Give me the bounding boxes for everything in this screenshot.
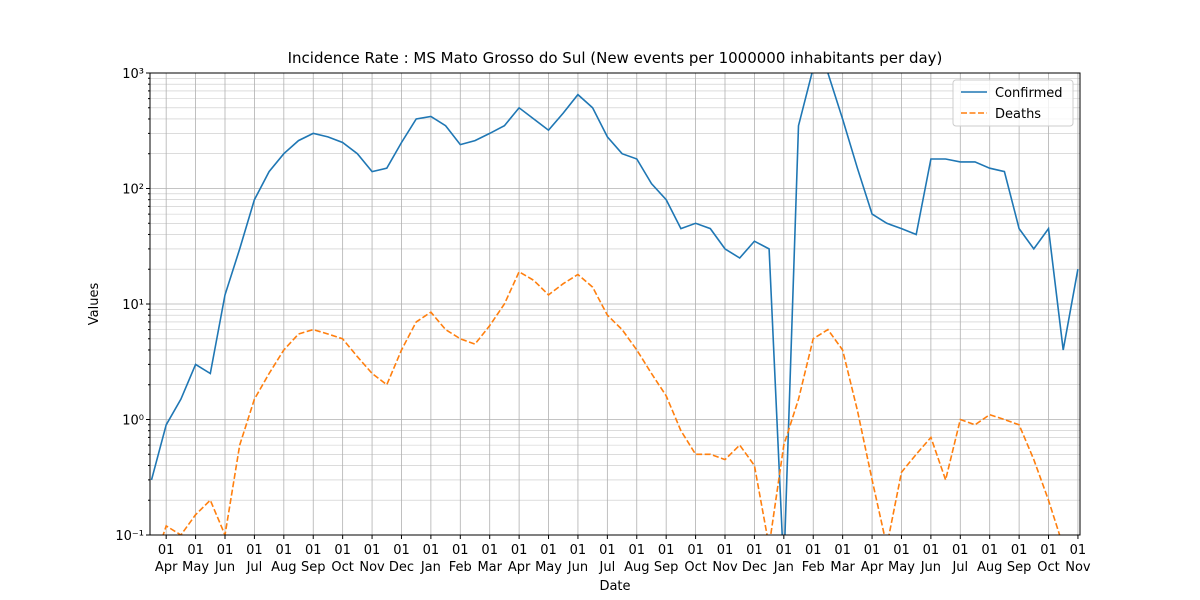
x-tick-label: 01 Apr: [508, 543, 531, 575]
x-tick-label: 01 Jun: [214, 543, 235, 575]
x-tick-label: 01 Mar: [830, 543, 855, 575]
x-tick-label: 01 Oct: [1037, 543, 1059, 575]
x-tick-label: 01 Aug: [977, 543, 1002, 575]
x-tick-label: 01 Jul: [599, 543, 616, 575]
x-tick-label: 01 Dec: [742, 543, 767, 575]
x-tick-label: 01 May: [182, 543, 209, 575]
legend-label: Confirmed: [995, 86, 1063, 101]
x-tick-label: 01 Mar: [477, 543, 502, 575]
y-tick-label: 10⁰: [122, 414, 144, 429]
x-tick-label: 01 May: [535, 543, 562, 575]
y-tick-label: 10²: [122, 183, 144, 198]
legend-label: Deaths: [995, 107, 1041, 122]
x-tick-label: 01 Jul: [951, 543, 968, 575]
x-tick-label: 01 Oct: [684, 543, 706, 575]
x-tick-label: 01 Sep: [1007, 543, 1032, 575]
x-tick-label: 01 Sep: [301, 543, 326, 575]
x-tick-label: 01 May: [888, 543, 915, 575]
x-tick-label: 01 Apr: [861, 543, 884, 575]
x-axis-label: Date: [599, 579, 630, 594]
y-tick-label: 10³: [122, 67, 144, 82]
x-tick-label: 01 Apr: [155, 543, 178, 575]
series-line: [150, 73, 1079, 535]
x-tick-label: 01 Oct: [331, 543, 353, 575]
chart-title: Incidence Rate : MS Mato Grosso do Sul (…: [288, 49, 943, 67]
y-tick-label: 10⁻¹: [115, 529, 144, 544]
x-tick-label: 01 Sep: [654, 543, 679, 575]
x-tick-label: 01 Aug: [271, 543, 296, 575]
x-tick-label: 01 Jun: [920, 543, 941, 575]
y-tick-label: 10¹: [122, 298, 144, 313]
legend: Confirmed Deaths: [952, 79, 1074, 127]
plot-lines: [150, 73, 1079, 535]
x-tick-label: 01 Nov: [359, 543, 385, 575]
x-tick-label: 01 Dec: [389, 543, 414, 575]
x-tick-label: 01 Feb: [802, 543, 825, 575]
x-tick-label: 01 Feb: [449, 543, 472, 575]
x-tick-label: 01 Jan: [773, 543, 794, 575]
series-line: [162, 270, 1078, 535]
x-tick-label: 01 Nov: [1065, 543, 1091, 575]
x-tick-label: 01 Jan: [420, 543, 441, 575]
x-tick-label: 01 Nov: [712, 543, 738, 575]
x-tick-label: 01 Jun: [567, 543, 588, 575]
y-axis-label: Values: [87, 283, 102, 326]
x-tick-label: 01 Jul: [246, 543, 263, 575]
x-tick-label: 01 Aug: [624, 543, 649, 575]
